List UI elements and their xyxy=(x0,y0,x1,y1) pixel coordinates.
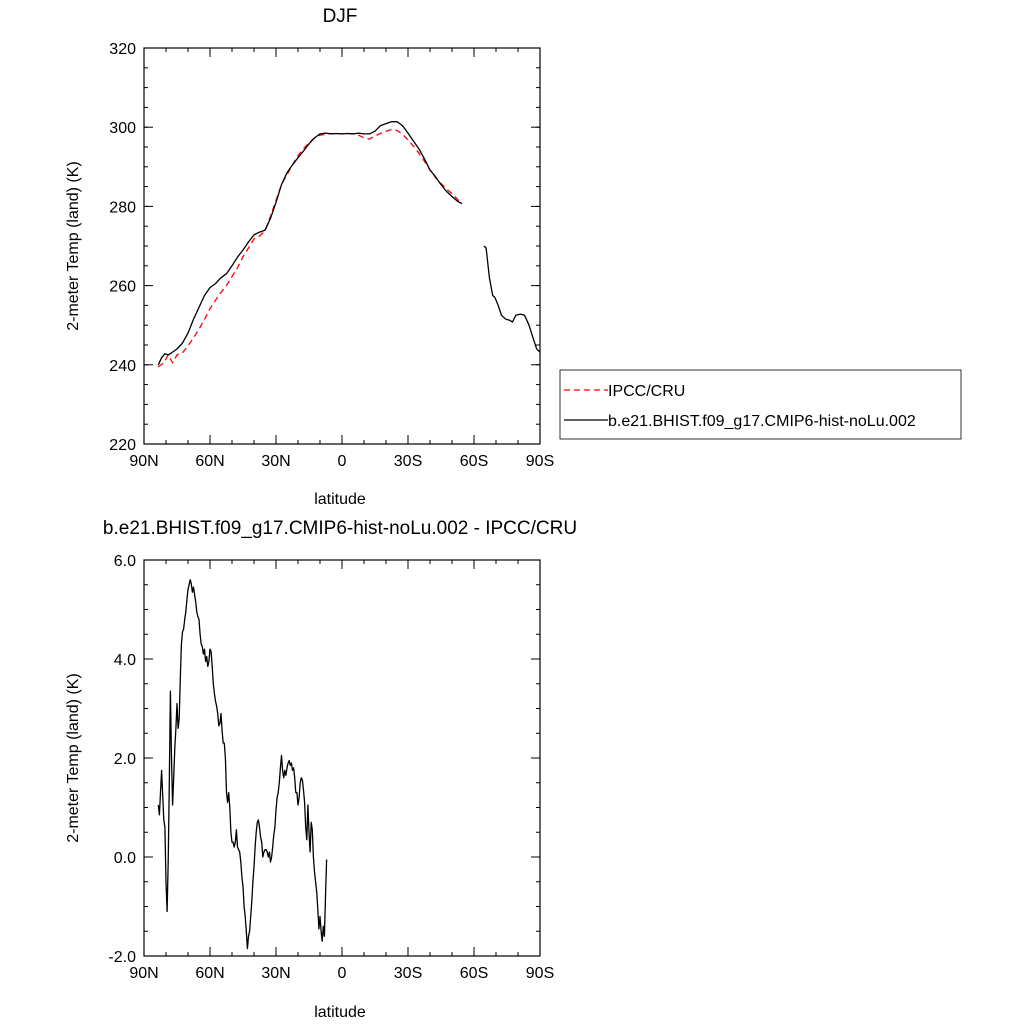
top-x-axis-label: latitude xyxy=(314,491,366,508)
x-tick-label: 60N xyxy=(195,965,224,982)
x-tick-label: 90S xyxy=(526,965,554,982)
series-line-1 xyxy=(157,121,541,366)
x-tick-label: 90N xyxy=(129,453,158,470)
x-tick-label: 0 xyxy=(338,965,347,982)
y-tick-label: 6.0 xyxy=(114,553,136,570)
bottom-tick-labels: 90N 60N 30N 0 30S 60S 90S -2.0 0.0 2.0 4.0 6.0 xyxy=(108,553,554,982)
y-tick-label: 260 xyxy=(109,279,136,296)
x-tick-label: 30S xyxy=(394,965,422,982)
y-tick-label: 4.0 xyxy=(114,652,136,669)
top-chart-title: DJF xyxy=(323,6,358,27)
y-tick-label: 2.0 xyxy=(114,751,136,768)
top-y-axis-label: 2-meter Temp (land) (K) xyxy=(65,161,82,331)
y-tick-label: 300 xyxy=(109,120,136,137)
top-series-lines xyxy=(157,121,541,368)
x-tick-label: 30S xyxy=(394,453,422,470)
bottom-plot-frame xyxy=(143,559,541,957)
y-tick-label: 240 xyxy=(109,358,136,375)
y-tick-label: 0.0 xyxy=(114,850,136,867)
series-line-0 xyxy=(157,579,328,950)
series-line-0 xyxy=(157,128,463,368)
bottom-x-axis-label: latitude xyxy=(314,1004,366,1021)
x-tick-label: 60S xyxy=(460,453,488,470)
x-tick-label: 0 xyxy=(338,453,347,470)
bottom-series-lines xyxy=(157,579,328,950)
x-tick-label: 30N xyxy=(261,965,290,982)
top-plot-frame xyxy=(143,47,541,445)
y-tick-label: 320 xyxy=(109,41,136,58)
top-panel-djf: DJF 90N 60N 30N 0 30S 60S 90S 220 240 260 280 300 32… xyxy=(65,6,962,508)
x-tick-label: 60N xyxy=(195,453,224,470)
legend: IPCC/CRU b.e21.BHIST.f09_g17.CMIP6-hist-… xyxy=(559,369,962,440)
legend-label-model: b.e21.BHIST.f09_g17.CMIP6-hist-noLu.002 xyxy=(608,413,916,430)
legend-box xyxy=(559,369,962,440)
bottom-axis-ticks xyxy=(143,559,541,957)
y-tick-label: 220 xyxy=(109,437,136,454)
bottom-chart-title: b.e21.BHIST.f09_g17.CMIP6-hist-noLu.002 … xyxy=(103,518,577,539)
bottom-panel-difference: b.e21.BHIST.f09_g17.CMIP6-hist-noLu.002 … xyxy=(65,518,577,1021)
y-tick-label: 280 xyxy=(109,199,136,216)
x-tick-label: 30N xyxy=(261,453,290,470)
y-tick-label: -2.0 xyxy=(108,949,136,966)
top-axis-ticks xyxy=(143,47,541,445)
legend-label-ipcc-cru: IPCC/CRU xyxy=(608,383,685,400)
x-tick-label: 60S xyxy=(460,965,488,982)
x-tick-label: 90N xyxy=(129,965,158,982)
x-tick-label: 90S xyxy=(526,453,554,470)
top-tick-labels: 90N 60N 30N 0 30S 60S 90S 220 240 260 280 300 320 xyxy=(109,41,554,470)
bottom-y-axis-label: 2-meter Temp (land) (K) xyxy=(65,673,82,843)
